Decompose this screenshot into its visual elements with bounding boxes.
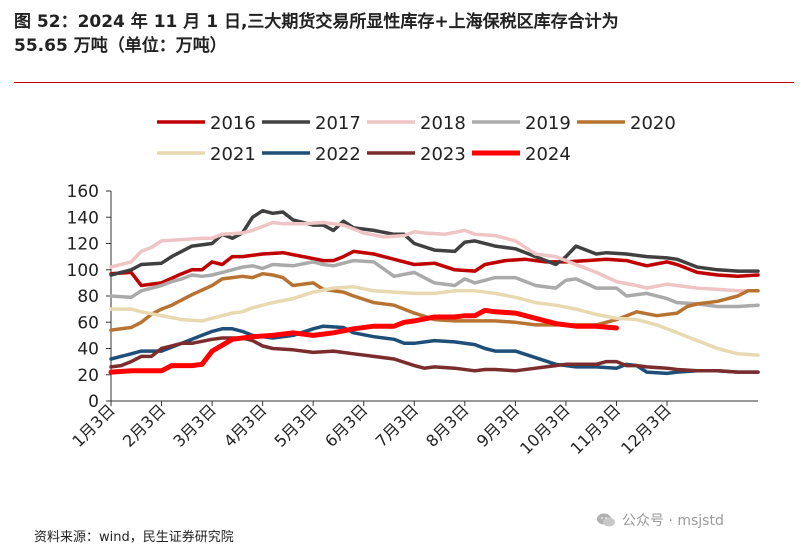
- legend-label-2024: 2024: [525, 144, 571, 165]
- y-tick-label: 100: [67, 261, 99, 281]
- watermark: 公众号 · msjstd: [596, 510, 724, 530]
- x-tick-label: 8月3日: [422, 400, 472, 450]
- x-axis: 1月3日 2月3日 3月3日 4月3日 5月3日 6月3日 7月3日 8月3日 9月3日10月3…: [68, 400, 758, 458]
- x-tick-label: 7月3日: [372, 400, 422, 450]
- series-line-2016: [109, 249, 760, 288]
- legend-label-2022: 2022: [315, 144, 361, 165]
- x-tick-label: 4月3日: [220, 400, 270, 450]
- x-tick-label: 6月3日: [321, 400, 371, 450]
- x-tick-label: 10月3日: [516, 400, 574, 458]
- y-axis: 0 20 40 60 80 100 120 140 160: [67, 182, 112, 412]
- y-tick-label: 20: [77, 366, 99, 386]
- y-tick-label: 80: [77, 287, 99, 307]
- source-note: 资料来源：wind，民生证券研究院: [34, 530, 234, 545]
- chart-legend: 2016 2017 2018 2019 2020 2021 2022 2023 2024: [157, 113, 676, 165]
- watermark-text: 公众号 · msjstd: [622, 513, 724, 529]
- series-line-2021: [109, 285, 760, 357]
- chart-title: 图 52：2024 年 11 月 1 日,三大期货交易所显性库存+上海保税区库存…: [14, 10, 794, 58]
- y-tick-label: 120: [67, 235, 99, 255]
- x-tick-label: 11月3日: [567, 400, 625, 458]
- legend-label-2023: 2023: [420, 144, 466, 165]
- y-tick-label: 160: [67, 182, 99, 202]
- chart-title-line1: 图 52：2024 年 11 月 1 日,三大期货交易所显性库存+上海保税区库存…: [14, 12, 619, 32]
- series-line-2023: [109, 336, 760, 374]
- series-line-2019: [109, 258, 760, 309]
- x-tick-label: 2月3日: [119, 400, 169, 450]
- y-tick-label: 0: [88, 392, 99, 412]
- legend-label-2018: 2018: [420, 113, 466, 134]
- legend-label-2019: 2019: [525, 113, 571, 134]
- series-line-2024: [108, 307, 619, 375]
- legend-label-2016: 2016: [210, 113, 256, 134]
- x-tick-label: 9月3日: [473, 400, 523, 450]
- title-divider: [14, 82, 794, 83]
- y-tick-label: 140: [67, 208, 99, 228]
- y-tick-label: 40: [77, 340, 99, 360]
- legend-label-2017: 2017: [315, 113, 361, 134]
- x-tick-label: 5月3日: [271, 400, 321, 450]
- y-tick-label: 60: [77, 313, 99, 333]
- x-tick-label: 12月3日: [617, 400, 675, 458]
- chart-title-line2: 55.65 万吨（单位：万吨）: [14, 36, 227, 56]
- legend-label-2021: 2021: [210, 144, 256, 165]
- plot-area: [108, 208, 760, 376]
- wechat-icon: [597, 513, 615, 527]
- series-line-2018: [109, 220, 760, 293]
- legend-label-2020: 2020: [630, 113, 676, 134]
- series-line-2020: [109, 271, 760, 332]
- line-chart: 2016 2017 2018 2019 2020 2021 2022 2023 2024 0 20…: [67, 113, 760, 458]
- x-tick-label: 3月3日: [169, 400, 219, 450]
